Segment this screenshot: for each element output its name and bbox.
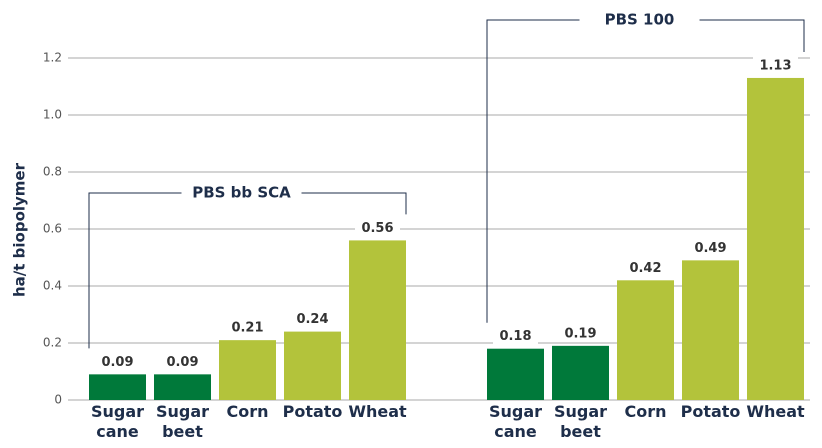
bar [349, 240, 406, 400]
group-label: PBS bb SCA [192, 184, 291, 202]
value-label: 0.18 [499, 329, 531, 344]
bar [747, 77, 804, 400]
bar [89, 374, 146, 400]
value-label-bg [95, 352, 140, 371]
value-label-bg [290, 309, 335, 328]
value-label: 1.13 [759, 58, 791, 73]
x-tick-label: Sugar beet [553, 402, 608, 441]
bar [682, 260, 739, 400]
value-label: 0.09 [101, 355, 133, 370]
x-tick-label: Sugar cane [488, 402, 543, 441]
group-label: PBS 100 [605, 11, 675, 29]
value-label: 0.21 [231, 321, 263, 336]
value-label: 0.19 [564, 326, 596, 341]
bar [487, 348, 544, 400]
group-label-bg [181, 183, 302, 203]
value-label: 0.24 [296, 312, 328, 327]
bar [154, 374, 211, 400]
bar [552, 345, 609, 400]
value-label: 0.49 [694, 241, 726, 256]
value-label-bg [623, 258, 668, 277]
y-tick-label: 0.2 [43, 336, 62, 350]
y-axis-label: ha/t biopolymer [11, 162, 29, 297]
value-label: 0.56 [361, 221, 393, 236]
x-tick-label: Corn [624, 402, 667, 421]
x-tick-label: Wheat [348, 402, 407, 421]
value-label-bg [160, 352, 205, 371]
value-label-bg [355, 218, 400, 237]
x-tick-label: Corn [226, 402, 269, 421]
y-tick-label: 0.8 [43, 165, 62, 179]
x-tick-label: Sugar cane [90, 402, 145, 441]
value-label: 0.09 [166, 355, 198, 370]
value-label-bg [225, 318, 270, 337]
value-label-bg [493, 326, 538, 345]
value-label: 0.42 [629, 261, 661, 276]
value-label-bg [688, 238, 733, 257]
y-tick-label: 1.0 [43, 108, 62, 122]
y-tick-label: 0.6 [43, 222, 62, 236]
y-tick-label: 0.4 [43, 279, 62, 293]
bar [617, 280, 674, 400]
x-tick-label: Wheat [746, 402, 805, 421]
bar [219, 340, 276, 400]
x-tick-label: Potato [282, 402, 343, 421]
bar [284, 331, 341, 400]
x-tick-label: Potato [680, 402, 741, 421]
group-label-bg [579, 10, 700, 30]
value-label-bg [558, 323, 603, 342]
y-tick-label: 1.2 [43, 51, 62, 65]
x-tick-label: Sugar beet [155, 402, 210, 441]
value-label-bg [753, 55, 798, 74]
y-tick-label: 0 [54, 393, 62, 407]
